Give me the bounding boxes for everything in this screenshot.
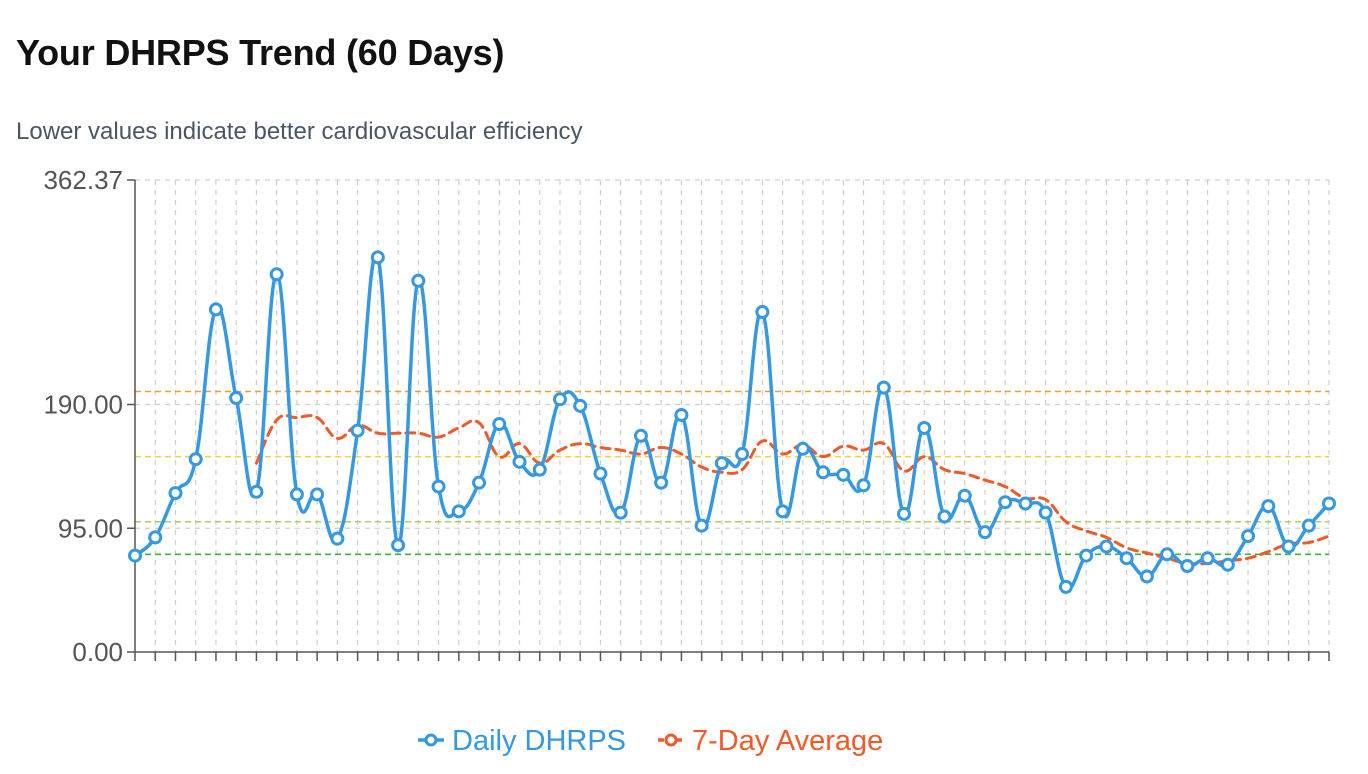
data-point[interactable] xyxy=(269,267,284,282)
y-tick-label: 362.37 xyxy=(43,165,123,195)
series-layer xyxy=(128,250,1336,594)
legend[interactable]: Daily DHRPS 7-Day Average xyxy=(418,725,883,757)
data-point[interactable] xyxy=(1322,496,1336,511)
series-line-7-day-average xyxy=(254,413,1331,566)
data-point[interactable] xyxy=(208,302,223,317)
data-point[interactable] xyxy=(977,525,992,540)
data-point[interactable] xyxy=(1018,496,1033,511)
data-point[interactable] xyxy=(775,504,790,519)
data-point[interactable] xyxy=(289,487,304,502)
data-point[interactable] xyxy=(249,484,264,499)
data-point[interactable] xyxy=(168,486,183,501)
data-point[interactable] xyxy=(532,462,547,477)
data-point[interactable] xyxy=(1139,569,1154,584)
legend-marker-icon xyxy=(424,733,438,747)
data-point[interactable] xyxy=(1220,557,1235,572)
data-point[interactable] xyxy=(431,479,446,494)
data-point[interactable] xyxy=(128,548,142,563)
data-point[interactable] xyxy=(1038,505,1053,520)
data-point[interactable] xyxy=(694,518,709,533)
data-point[interactable] xyxy=(573,398,588,413)
legend-label: Daily DHRPS xyxy=(452,725,626,757)
data-point[interactable] xyxy=(1261,499,1276,514)
chart-subtitle: Lower values indicate better cardiovascu… xyxy=(16,118,583,145)
chart-title: Your DHRPS Trend (60 Days) xyxy=(16,32,505,73)
data-point[interactable] xyxy=(1160,547,1175,562)
data-point[interactable] xyxy=(1180,559,1195,574)
data-point[interactable] xyxy=(188,452,203,467)
data-point[interactable] xyxy=(1119,551,1134,566)
data-point[interactable] xyxy=(674,407,689,422)
data-point[interactable] xyxy=(1099,539,1114,554)
data-point[interactable] xyxy=(633,428,648,443)
data-point[interactable] xyxy=(816,465,831,480)
data-point[interactable] xyxy=(714,456,729,471)
data-point[interactable] xyxy=(654,475,669,490)
data-point[interactable] xyxy=(937,509,952,524)
data-point[interactable] xyxy=(1079,548,1094,563)
data-point[interactable] xyxy=(391,538,406,553)
legend-item-daily-dhrps[interactable]: Daily DHRPS xyxy=(418,725,626,757)
data-point[interactable] xyxy=(957,488,972,503)
data-point[interactable] xyxy=(613,505,628,520)
data-point[interactable] xyxy=(1281,539,1296,554)
axes: 0.00 95.00 190.00 362.37 xyxy=(43,165,1330,667)
data-point[interactable] xyxy=(1301,518,1316,533)
data-point[interactable] xyxy=(370,250,385,265)
data-point[interactable] xyxy=(735,447,750,462)
data-point[interactable] xyxy=(492,417,507,432)
data-point[interactable] xyxy=(795,441,810,456)
data-point[interactable] xyxy=(1058,579,1073,594)
data-point[interactable] xyxy=(229,391,244,406)
data-point[interactable] xyxy=(917,420,932,435)
data-point[interactable] xyxy=(836,467,851,482)
data-point[interactable] xyxy=(411,273,426,288)
legend-item-7-day-average[interactable]: 7-Day Average xyxy=(658,725,883,757)
data-point[interactable] xyxy=(897,506,912,521)
data-point[interactable] xyxy=(876,380,891,395)
data-point[interactable] xyxy=(148,530,163,545)
legend-label: 7-Day Average xyxy=(692,725,883,757)
y-tick-label: 95.00 xyxy=(58,513,123,543)
data-point[interactable] xyxy=(552,392,567,407)
data-point[interactable] xyxy=(512,454,527,469)
data-point[interactable] xyxy=(1241,529,1256,544)
data-point[interactable] xyxy=(998,495,1013,510)
data-point[interactable] xyxy=(330,531,345,546)
y-tick-label: 0.00 xyxy=(72,637,123,667)
data-point[interactable] xyxy=(856,478,871,493)
data-point[interactable] xyxy=(755,305,770,320)
data-point[interactable] xyxy=(1200,551,1215,566)
data-point[interactable] xyxy=(350,423,365,438)
data-point[interactable] xyxy=(472,475,487,490)
data-point[interactable] xyxy=(310,487,325,502)
y-tick-label: 190.00 xyxy=(43,390,123,420)
series-line-daily-dhrps xyxy=(133,253,1331,591)
data-point[interactable] xyxy=(451,504,466,519)
legend-marker-icon xyxy=(664,733,678,747)
data-point[interactable] xyxy=(593,466,608,481)
